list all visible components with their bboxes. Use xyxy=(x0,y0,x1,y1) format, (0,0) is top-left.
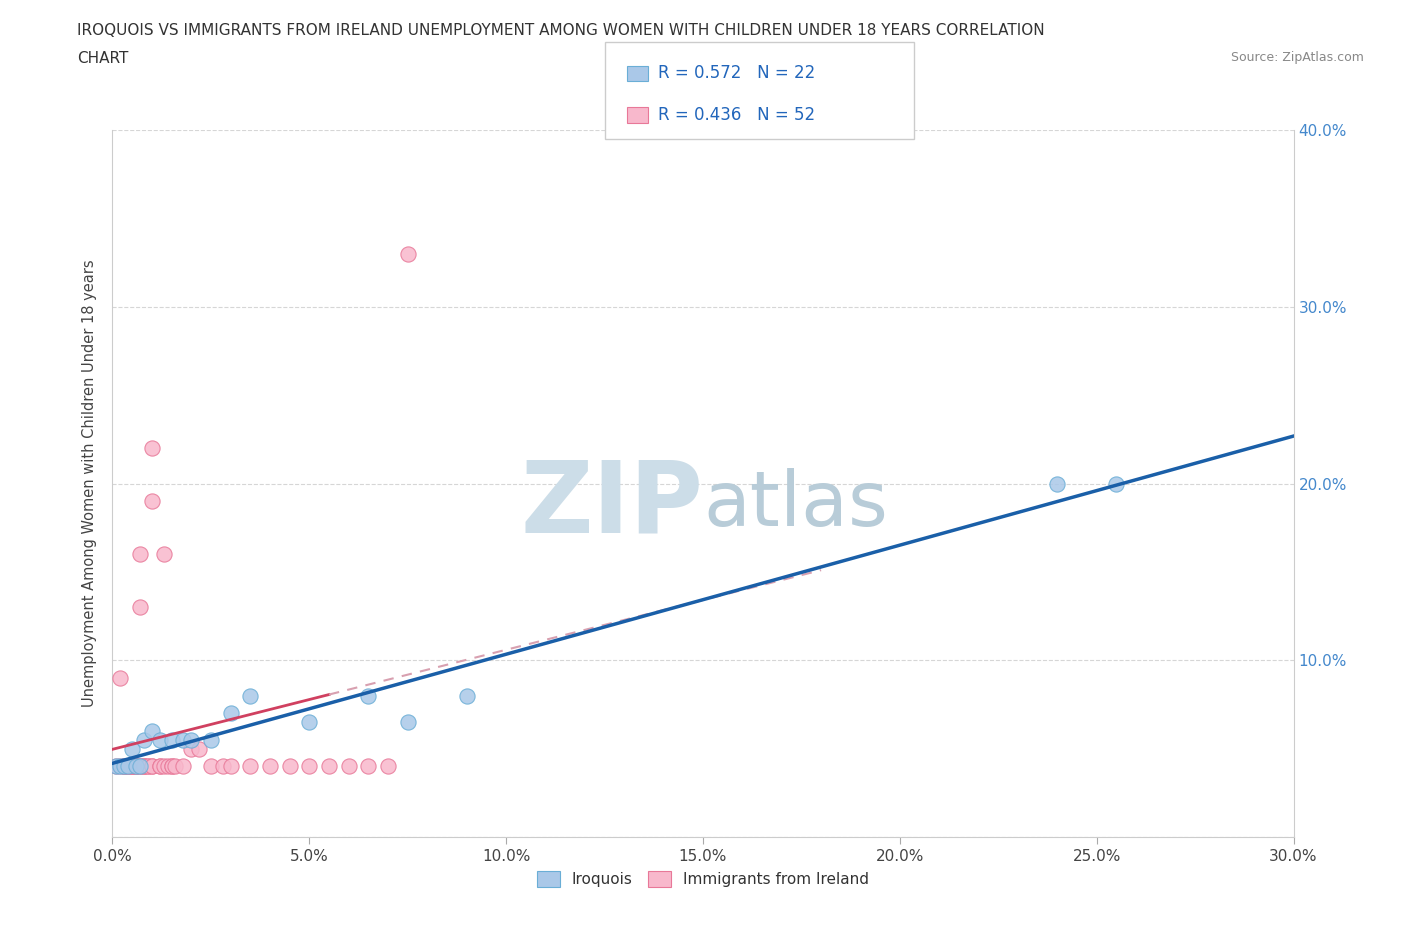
Point xyxy=(121,759,143,774)
Point xyxy=(1046,476,1069,491)
Point xyxy=(1105,476,1128,491)
Point xyxy=(172,759,194,774)
Point xyxy=(239,688,262,703)
Point xyxy=(160,759,183,774)
Point xyxy=(188,741,211,756)
Point xyxy=(318,759,340,774)
Point xyxy=(141,441,163,456)
Point xyxy=(160,759,183,774)
Text: Source: ZipAtlas.com: Source: ZipAtlas.com xyxy=(1230,51,1364,64)
Text: atlas: atlas xyxy=(703,468,887,542)
Point xyxy=(105,759,128,774)
Point xyxy=(141,759,163,774)
Point xyxy=(132,759,155,774)
Point xyxy=(132,733,155,748)
Point xyxy=(132,759,155,774)
Y-axis label: Unemployment Among Women with Children Under 18 years: Unemployment Among Women with Children U… xyxy=(82,259,97,708)
Point xyxy=(149,759,172,774)
Text: IROQUOIS VS IMMIGRANTS FROM IRELAND UNEMPLOYMENT AMONG WOMEN WITH CHILDREN UNDER: IROQUOIS VS IMMIGRANTS FROM IRELAND UNEM… xyxy=(77,23,1045,38)
Point xyxy=(132,759,155,774)
Point xyxy=(180,733,202,748)
Point xyxy=(121,741,143,756)
Point xyxy=(152,759,174,774)
Point xyxy=(129,759,152,774)
Point xyxy=(112,759,135,774)
Point xyxy=(141,494,163,509)
Point xyxy=(200,759,222,774)
Point xyxy=(156,759,179,774)
Point xyxy=(211,759,233,774)
Point xyxy=(129,600,152,615)
Point xyxy=(357,688,380,703)
Point xyxy=(121,759,143,774)
Point xyxy=(125,759,148,774)
Point xyxy=(160,733,183,748)
Text: CHART: CHART xyxy=(77,51,129,66)
Point xyxy=(112,759,135,774)
Point xyxy=(149,759,172,774)
Point xyxy=(259,759,281,774)
Point xyxy=(121,759,143,774)
Point xyxy=(219,759,242,774)
Point xyxy=(136,759,159,774)
Text: ZIP: ZIP xyxy=(520,457,703,553)
Point xyxy=(129,759,152,774)
Point xyxy=(121,759,143,774)
Point xyxy=(149,733,172,748)
Point xyxy=(110,759,132,774)
Point xyxy=(125,759,148,774)
Point xyxy=(141,724,163,738)
Point xyxy=(239,759,262,774)
Point xyxy=(125,759,148,774)
Point xyxy=(117,759,139,774)
Point xyxy=(278,759,301,774)
Point xyxy=(165,759,187,774)
Point xyxy=(136,759,159,774)
Point xyxy=(200,733,222,748)
Point xyxy=(172,733,194,748)
Point xyxy=(298,759,321,774)
Point xyxy=(219,706,242,721)
Point xyxy=(337,759,360,774)
Point xyxy=(125,759,148,774)
Point xyxy=(129,759,152,774)
Point xyxy=(105,759,128,774)
Point xyxy=(141,759,163,774)
Legend: Iroquois, Immigrants from Ireland: Iroquois, Immigrants from Ireland xyxy=(530,865,876,893)
Point xyxy=(377,759,399,774)
Point xyxy=(396,246,419,261)
Point xyxy=(456,688,478,703)
Point xyxy=(117,759,139,774)
Point xyxy=(117,759,139,774)
Point xyxy=(180,741,202,756)
Point xyxy=(298,714,321,729)
Point xyxy=(152,547,174,562)
Point xyxy=(110,671,132,685)
Point xyxy=(129,547,152,562)
Point xyxy=(110,759,132,774)
Point xyxy=(357,759,380,774)
Point xyxy=(112,759,135,774)
Text: R = 0.436   N = 52: R = 0.436 N = 52 xyxy=(658,106,815,124)
Point xyxy=(396,714,419,729)
Point xyxy=(117,759,139,774)
Point xyxy=(112,759,135,774)
Text: R = 0.572   N = 22: R = 0.572 N = 22 xyxy=(658,64,815,83)
